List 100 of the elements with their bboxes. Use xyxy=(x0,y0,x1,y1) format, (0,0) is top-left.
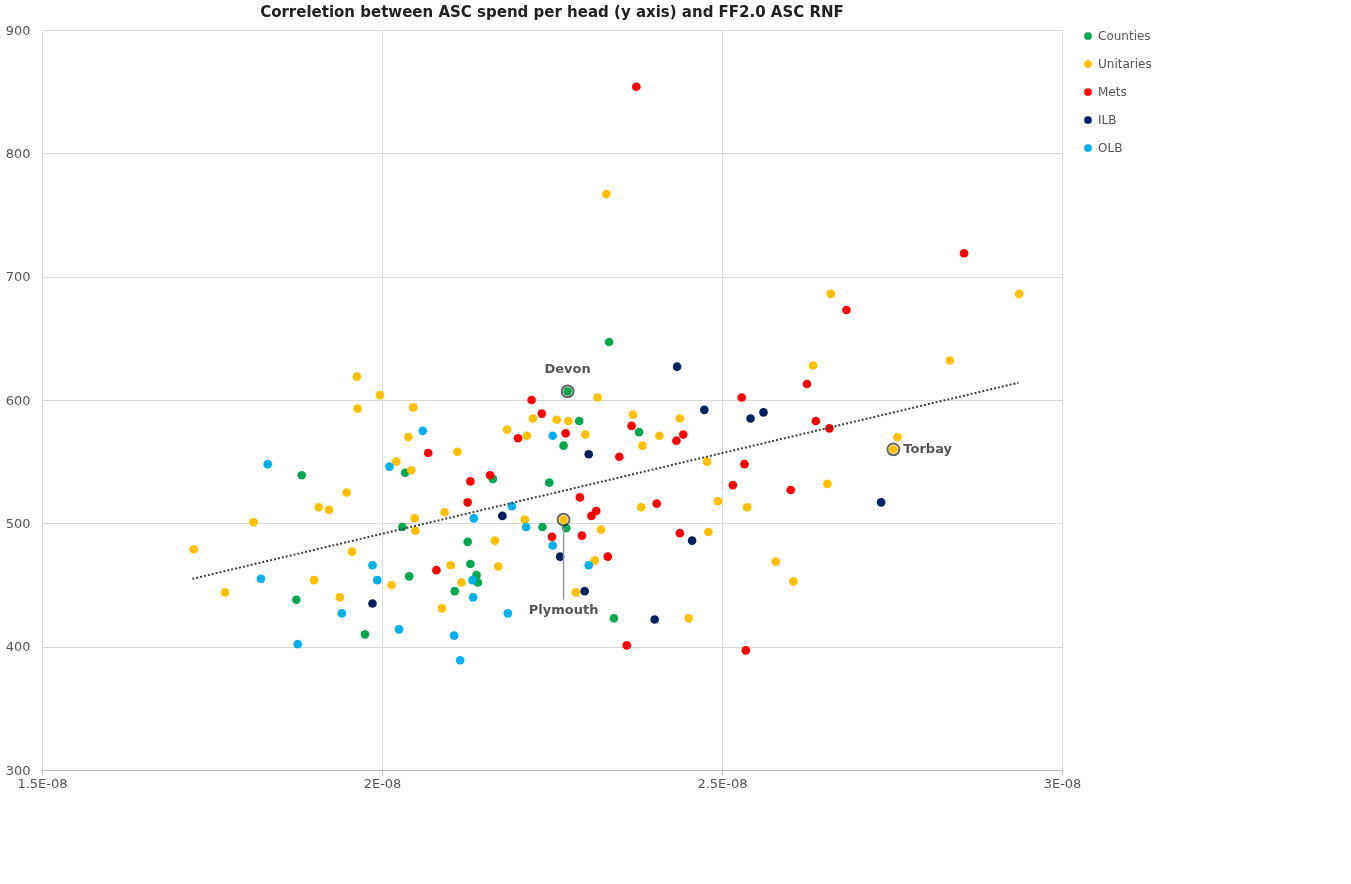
point xyxy=(740,459,749,469)
point xyxy=(314,502,324,512)
point xyxy=(408,403,418,412)
point xyxy=(368,560,377,570)
point xyxy=(513,433,523,443)
annotation: Devon xyxy=(544,361,591,377)
point xyxy=(493,562,503,571)
point xyxy=(544,478,554,487)
legend-label: Mets xyxy=(1098,85,1127,99)
point xyxy=(548,541,558,550)
point xyxy=(893,432,902,442)
point xyxy=(603,552,613,561)
point xyxy=(580,586,589,596)
point xyxy=(631,82,641,92)
point xyxy=(372,575,382,585)
point xyxy=(463,537,473,547)
point xyxy=(672,362,682,372)
point xyxy=(945,356,955,365)
point xyxy=(406,465,416,475)
point xyxy=(959,248,969,258)
point xyxy=(627,421,636,431)
point xyxy=(449,631,459,640)
point xyxy=(737,393,747,402)
point xyxy=(614,452,624,462)
point xyxy=(537,409,547,418)
point xyxy=(468,593,478,602)
point xyxy=(1014,289,1024,299)
point xyxy=(596,525,606,534)
point xyxy=(352,372,362,381)
point xyxy=(655,431,664,441)
point xyxy=(440,507,449,517)
y-tick-label: 900 xyxy=(5,22,31,38)
x-tick-label: 2.5E-08 xyxy=(697,775,748,791)
legend-label: ILB xyxy=(1098,113,1117,127)
point xyxy=(584,560,594,570)
annotation: Torbay xyxy=(903,441,953,457)
point xyxy=(634,427,644,437)
point xyxy=(256,574,266,584)
point xyxy=(189,544,198,554)
y-tick-label: 500 xyxy=(5,515,31,531)
point xyxy=(410,514,419,523)
x-tick-label: 3E-08 xyxy=(1043,775,1082,791)
point xyxy=(602,189,611,199)
legend-label: OLB xyxy=(1098,141,1123,155)
point xyxy=(368,599,377,608)
point xyxy=(574,416,584,426)
point xyxy=(309,575,319,585)
point xyxy=(675,528,685,538)
point xyxy=(811,416,821,426)
point xyxy=(759,408,768,417)
point xyxy=(741,646,751,655)
point xyxy=(498,511,507,521)
point xyxy=(742,502,752,512)
point xyxy=(410,526,420,536)
point xyxy=(548,431,558,441)
point xyxy=(876,498,886,507)
point xyxy=(485,470,495,480)
point xyxy=(342,488,351,497)
point xyxy=(584,449,594,459)
point xyxy=(391,457,401,466)
point xyxy=(249,517,258,527)
point xyxy=(699,405,709,415)
point xyxy=(297,470,307,480)
point xyxy=(520,515,530,524)
point xyxy=(672,436,681,446)
point xyxy=(503,609,513,618)
point xyxy=(522,431,532,441)
point xyxy=(842,305,851,315)
point xyxy=(437,604,447,613)
annotation: Plymouth xyxy=(528,601,599,617)
point xyxy=(468,575,477,585)
point xyxy=(823,479,832,489)
point xyxy=(590,556,600,565)
point xyxy=(353,404,362,413)
point xyxy=(521,522,531,532)
point xyxy=(375,390,385,400)
point xyxy=(404,572,414,581)
point xyxy=(385,462,394,471)
point xyxy=(786,485,796,495)
point xyxy=(527,395,536,405)
point xyxy=(687,536,697,545)
point xyxy=(291,595,301,605)
y-tick-label: 600 xyxy=(5,392,31,408)
point xyxy=(466,559,475,569)
point xyxy=(746,414,755,423)
point xyxy=(455,655,465,665)
point xyxy=(577,531,587,540)
point xyxy=(398,522,407,532)
legend-label: Unitaries xyxy=(1098,57,1152,71)
point xyxy=(293,639,303,649)
point xyxy=(457,578,466,587)
point xyxy=(552,415,562,425)
point xyxy=(678,430,688,439)
point xyxy=(604,337,614,347)
point xyxy=(704,527,713,537)
point xyxy=(490,536,500,545)
x-tick-label: 2E-08 xyxy=(363,775,402,791)
point xyxy=(337,609,347,618)
point xyxy=(502,425,512,434)
point xyxy=(559,441,568,450)
